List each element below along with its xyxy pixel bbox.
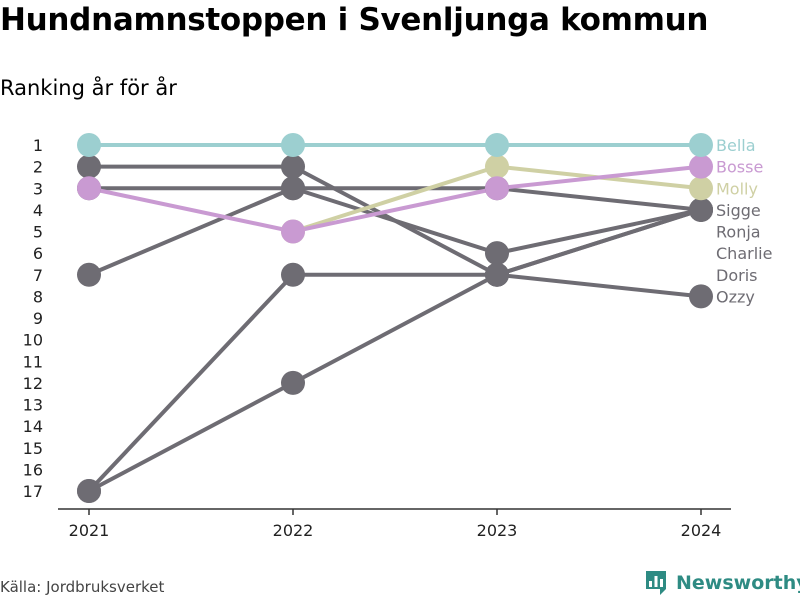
point-ronja (77, 262, 101, 287)
y-tick-label: 8 (33, 287, 43, 306)
y-tick-label: 17 (23, 482, 43, 501)
point-bella (689, 133, 713, 157)
point-sigge (281, 176, 305, 201)
series-label-bella: Bella (716, 136, 756, 155)
y-tick-label: 10 (23, 331, 43, 350)
y-tick-label: 7 (33, 266, 43, 285)
point-molly (485, 154, 509, 179)
y-tick-label: 14 (23, 417, 43, 436)
series-label-molly: Molly (716, 179, 758, 198)
y-tick-label: 9 (33, 309, 43, 328)
point-bosse (689, 154, 713, 179)
point-ozzy (77, 154, 101, 179)
y-tick-label: 5 (33, 223, 43, 242)
line-sigge (89, 186, 702, 212)
line-doris (88, 207, 702, 493)
series-labels: Bella Bosse Molly Sigge Ronja Charlie Doris Ozz… (716, 136, 772, 306)
x-axis: 2021 2022 2023 2024 (58, 508, 731, 540)
series-lines (87, 143, 702, 493)
y-tick-label: 13 (23, 396, 43, 415)
point-bella (485, 133, 509, 157)
x-tick-label: 2024 (681, 521, 722, 540)
point-ozzy (689, 284, 713, 309)
chart-subtitle: Ranking år för år (0, 76, 177, 100)
series-label-ronja: Ronja (716, 223, 761, 242)
brand: Newsworthy (644, 569, 800, 597)
y-tick-label: 15 (23, 439, 43, 458)
source-note: Källa: Jordbruksverket (0, 578, 165, 596)
point-bosse (281, 219, 305, 244)
point-ozzy (485, 262, 509, 287)
page-title: Hundnamnstoppen i Svenljunga kommun (0, 2, 709, 38)
point-bosse (485, 176, 509, 201)
point-bosse (77, 176, 101, 201)
point-ronja (485, 241, 509, 266)
y-tick-label: 4 (33, 201, 43, 220)
line-charlie (87, 207, 702, 493)
y-tick-label: 6 (33, 244, 43, 263)
line-ozzy (89, 164, 702, 299)
point-charlie (281, 262, 305, 287)
x-tick-label: 2023 (477, 521, 518, 540)
point-charlie (77, 479, 101, 503)
y-tick-label: 2 (33, 158, 43, 177)
series-label-bosse: Bosse (716, 158, 763, 177)
series-points (77, 133, 713, 503)
series-label-ozzy: Ozzy (716, 287, 755, 306)
y-tick-label: 12 (23, 374, 43, 393)
y-tick-label: 16 (23, 460, 43, 479)
point-ozzy (281, 154, 305, 179)
bar-chart-logo-icon (646, 571, 666, 595)
series-label-charlie: Charlie (716, 244, 772, 263)
y-tick-label: 1 (33, 136, 43, 155)
line-bosse (88, 164, 702, 234)
point-molly (689, 176, 713, 201)
point-bella (281, 133, 305, 157)
x-tick-label: 2021 (69, 521, 110, 540)
point-doris (281, 370, 305, 395)
point-sigge (689, 197, 713, 222)
series-label-doris: Doris (716, 266, 757, 285)
y-tick-label: 11 (23, 352, 43, 371)
point-bella (77, 133, 101, 157)
brand-name: Newsworthy (676, 572, 800, 594)
y-tick-label: 3 (33, 179, 43, 198)
x-tick-label: 2022 (273, 521, 314, 540)
series-label-sigge: Sigge (716, 201, 761, 220)
